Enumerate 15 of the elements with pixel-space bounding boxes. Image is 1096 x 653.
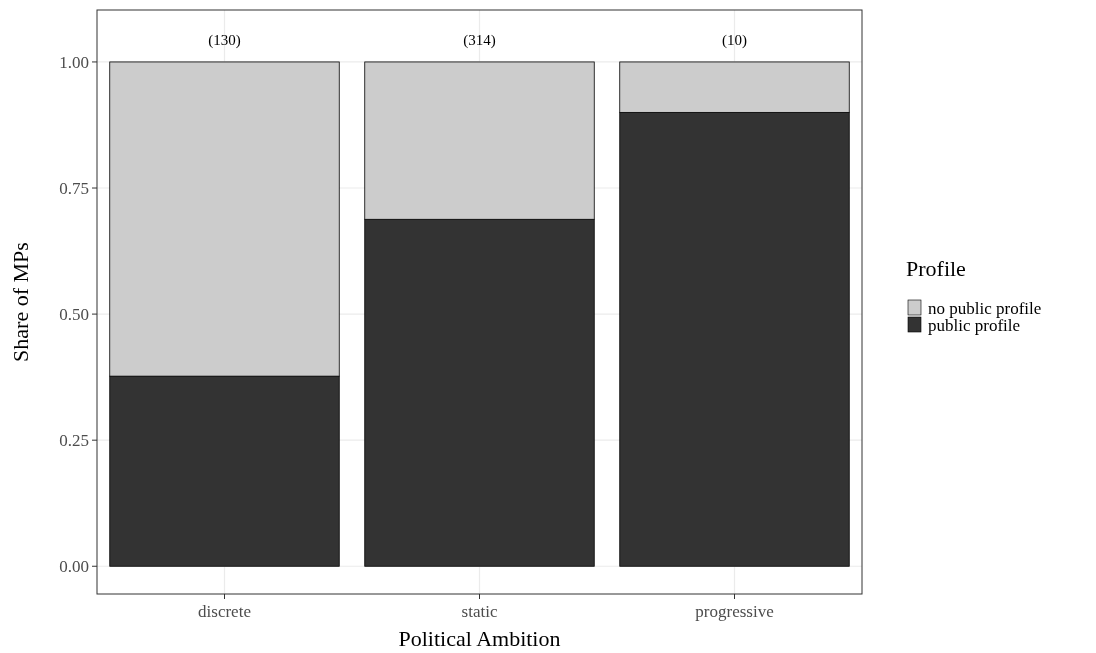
x-axis-title: Political Ambition <box>398 626 561 651</box>
annotation: (314) <box>463 32 496 50</box>
y-tick-label: 1.00 <box>59 52 89 72</box>
x-tick-label: discrete <box>198 602 251 621</box>
y-tick-label: 0.75 <box>59 178 89 198</box>
annotation: (130) <box>208 32 241 50</box>
y-axis-title: Share of MPs <box>8 242 33 362</box>
y-tick-label: 0.00 <box>59 557 89 577</box>
legend-label: no public profile <box>928 298 1042 318</box>
y-tick-label: 0.25 <box>59 431 89 451</box>
annotation: (10) <box>722 32 747 50</box>
legend-title: Profile <box>906 256 966 281</box>
x-tick-label: progressive <box>695 602 774 621</box>
y-tick-label: 0.50 <box>59 305 89 325</box>
x-tick-label: static <box>461 602 498 621</box>
